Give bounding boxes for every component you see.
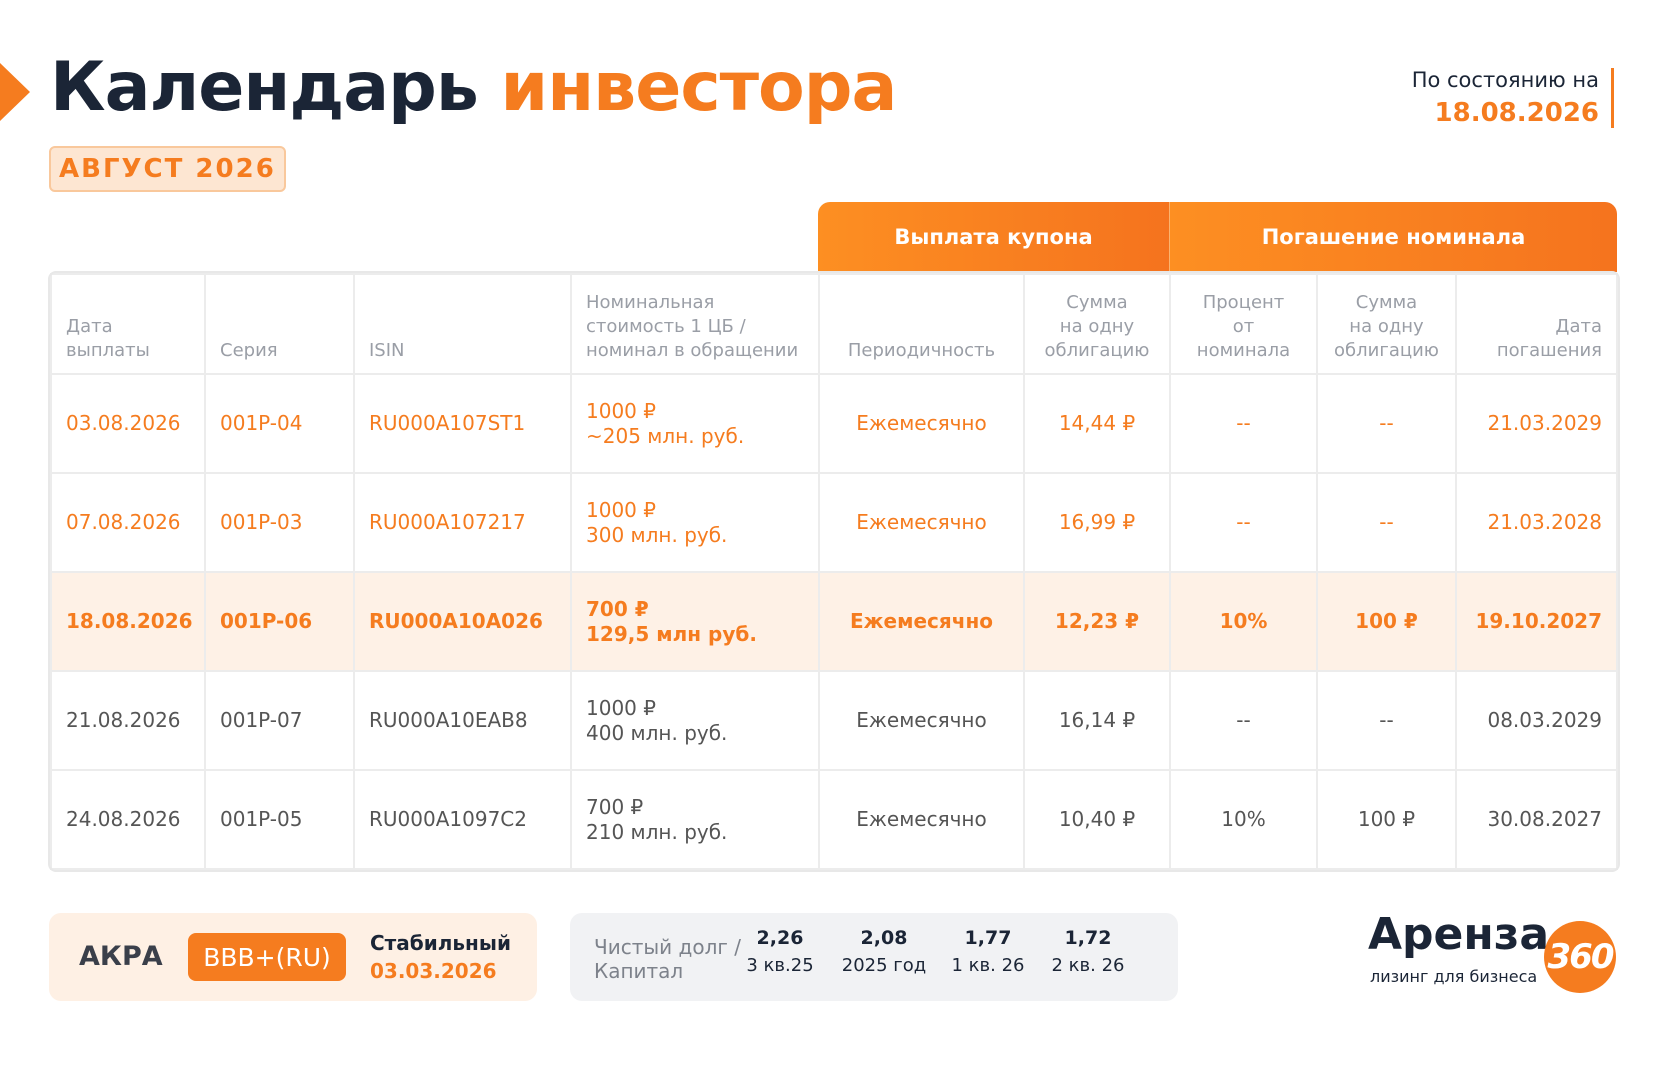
column-header: Дата выплаты (50, 273, 206, 375)
status-date: 18.08.2026 (1434, 98, 1599, 128)
table-row: 03.08.2026 001P-04 RU000A107ST1 1000 ₽ ~205… (50, 373, 1618, 474)
table-cell: 30.08.2027 (1455, 769, 1618, 870)
column-header: Дата погашения (1455, 273, 1618, 375)
table-cell: 10,40 ₽ (1023, 769, 1171, 870)
table-cell: RU000A10A026 (353, 571, 572, 672)
month-badge: АВГУСТ 2026 (49, 146, 286, 192)
rating-agency: АКРА (79, 941, 163, 972)
column-header: ISIN (353, 273, 572, 375)
column-header: Серия (204, 273, 355, 375)
table-cell: RU000A107217 (353, 472, 572, 573)
logo-tagline: лизинг для бизнеса (1370, 967, 1538, 986)
table-cell: 1000 ₽ 400 млн. руб. (570, 670, 820, 771)
column-header: Номинальная стоимость 1 ЦБ / номинал в о… (570, 273, 820, 375)
table-cell: 700 ₽ 129,5 млн руб. (570, 571, 820, 672)
table-cell: 19.10.2027 (1455, 571, 1618, 672)
table-cell: 1000 ₽ ~205 млн. руб. (570, 373, 820, 474)
table-cell: 001P-03 (204, 472, 355, 573)
debt-value: 1,72 (1064, 927, 1112, 949)
column-header: Сумма на одну облигацию (1023, 273, 1171, 375)
accent-triangle (0, 63, 30, 121)
debt-period: 1 кв. 26 (951, 955, 1025, 976)
debt-period: 3 кв.25 (746, 955, 814, 976)
table-cell: 14,44 ₽ (1023, 373, 1171, 474)
status: По состоянию на 18.08.2026 (1412, 68, 1614, 128)
debt-period: 2025 год (841, 955, 927, 976)
table-cell: 001P-04 (204, 373, 355, 474)
table-cell: 18.08.2026 (50, 571, 206, 672)
table-cell: -- (1316, 472, 1457, 573)
table-row: 18.08.2026 001P-06 RU000A10A026 700 ₽ 129,5… (50, 571, 1618, 672)
debt-label: Чистый долг / Капитал (594, 935, 741, 983)
table-cell: 24.08.2026 (50, 769, 206, 870)
table-cell: Ежемесячно (818, 571, 1025, 672)
table-cell: -- (1169, 472, 1318, 573)
logo-number: 360 (1544, 921, 1616, 993)
debt-period: 2 кв. 26 (1051, 955, 1125, 976)
table-row: 24.08.2026 001P-05 RU000A1097C2 700 ₽ 210 м… (50, 769, 1618, 870)
table-row: 21.08.2026 001P-07 RU000A10EAB8 1000 ₽ 400 … (50, 670, 1618, 771)
table-cell: 1000 ₽ 300 млн. руб. (570, 472, 820, 573)
group-header: Погашение номинала (1169, 202, 1617, 272)
table-cell: 07.08.2026 (50, 472, 206, 573)
table-cell: -- (1316, 670, 1457, 771)
debt-item: 1,77 1 кв. 26 (928, 927, 1048, 976)
column-header: Сумма на одну облигацию (1316, 273, 1457, 375)
title-dark: Календарь (50, 48, 479, 127)
table-cell: RU000A107ST1 (353, 373, 572, 474)
table-cell: RU000A10EAB8 (353, 670, 572, 771)
title-accent: инвестора (500, 48, 898, 127)
title: Календарь инвестора (50, 48, 898, 127)
table-cell: 100 ₽ (1316, 769, 1457, 870)
table-cell: RU000A1097C2 (353, 769, 572, 870)
table-cell: 21.03.2029 (1455, 373, 1618, 474)
table-cell: Ежемесячно (818, 670, 1025, 771)
table-cell: 16,99 ₽ (1023, 472, 1171, 573)
status-label: По состоянию на (1411, 68, 1599, 92)
table-cell: 12,23 ₽ (1023, 571, 1171, 672)
table-cell: Ежемесячно (818, 769, 1025, 870)
debt-value: 2,08 (860, 927, 908, 949)
table-cell: -- (1316, 373, 1457, 474)
group-header: Выплата купона (818, 202, 1169, 272)
table: Дата выплаты Серия ISIN Номинальная стоимос… (48, 271, 1620, 872)
debt-value: 2,26 (756, 927, 804, 949)
debt-item: 1,72 2 кв. 26 (1028, 927, 1148, 976)
debt-item: 2,26 3 кв.25 (720, 927, 840, 976)
table-cell: 10% (1169, 571, 1318, 672)
table-cell: 21.03.2028 (1455, 472, 1618, 573)
table-cell: 001P-05 (204, 769, 355, 870)
table-cell: 08.03.2029 (1455, 670, 1618, 771)
table-cell: 10% (1169, 769, 1318, 870)
table-cell: 700 ₽ 210 млн. руб. (570, 769, 820, 870)
logo-name: Аренза (1368, 909, 1550, 960)
table-cell: 001P-07 (204, 670, 355, 771)
table-cell: 100 ₽ (1316, 571, 1457, 672)
rating-grade: BBB+(RU) (188, 933, 346, 981)
table-cell: 03.08.2026 (50, 373, 206, 474)
logo: Аренза 360 лизинг для бизнеса (1368, 909, 1618, 1005)
table-cell: -- (1169, 373, 1318, 474)
table-cell: 16,14 ₽ (1023, 670, 1171, 771)
table-row: 07.08.2026 001P-03 RU000A107217 1000 ₽ 300 … (50, 472, 1618, 573)
debt-panel: Чистый долг / Капитал 2,26 3 кв.25 2,08 202… (570, 913, 1178, 1001)
table-cell: 001P-06 (204, 571, 355, 672)
column-header: Периодичность (818, 273, 1025, 375)
rating-outlook: Стабильный (370, 931, 511, 955)
debt-item: 2,08 2025 год (824, 927, 944, 976)
column-header: Процент от номинала (1169, 273, 1318, 375)
rating-panel: АКРА BBB+(RU) Стабильный 03.03.2026 (49, 913, 537, 1001)
table-cell: -- (1169, 670, 1318, 771)
debt-value: 1,77 (964, 927, 1012, 949)
table-cell: Ежемесячно (818, 373, 1025, 474)
table-cell: Ежемесячно (818, 472, 1025, 573)
rating-date: 03.03.2026 (370, 959, 497, 983)
table-cell: 21.08.2026 (50, 670, 206, 771)
